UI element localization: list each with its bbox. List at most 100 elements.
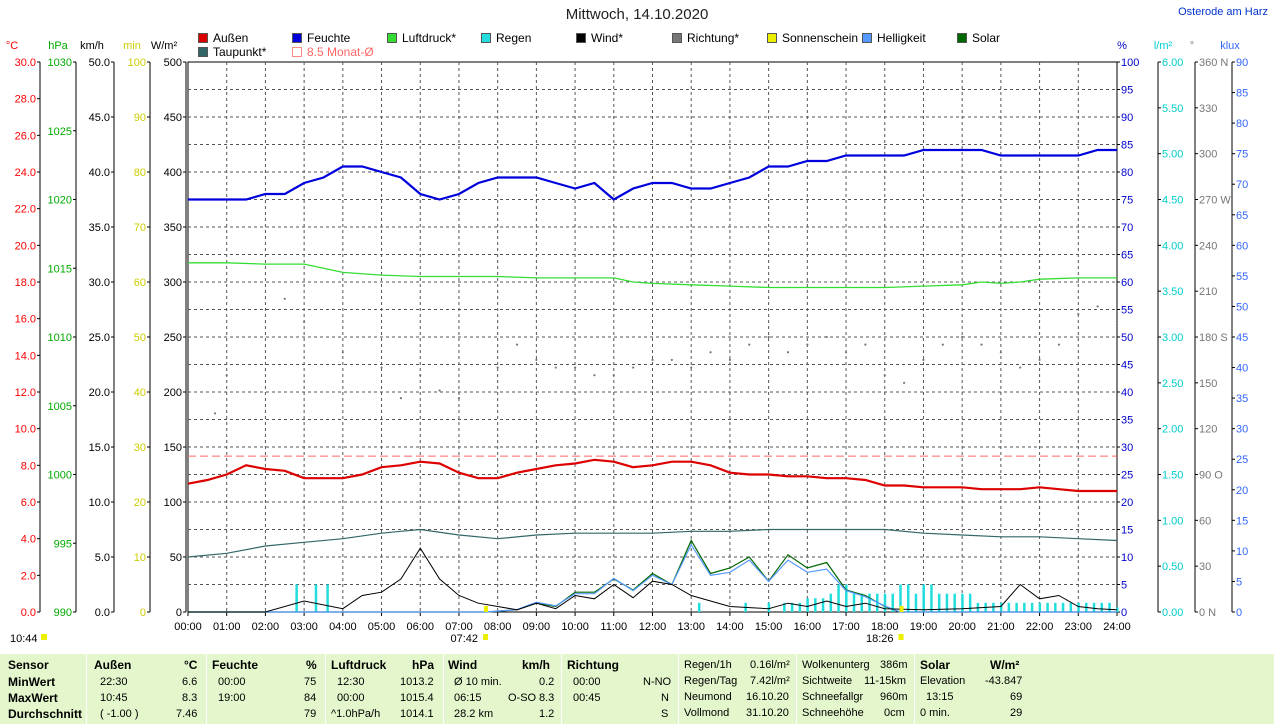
direction-point bbox=[213, 412, 217, 415]
legend-item-sonnenschein[interactable]: Sonnenschein bbox=[767, 31, 858, 45]
y-tick-label: 180 S bbox=[1199, 332, 1228, 344]
direction-point bbox=[554, 366, 557, 369]
legend-item-aussen[interactable]: Außen bbox=[198, 31, 248, 45]
y-tick-label: 995 bbox=[54, 538, 72, 550]
sichtweite-value: 11-15km bbox=[864, 675, 906, 687]
y-tick-label: 4.00 bbox=[1162, 240, 1183, 252]
y-tick-label: 20 bbox=[134, 497, 146, 509]
y-tick-label: 3.50 bbox=[1162, 286, 1183, 298]
x-tick-label: 05:00 bbox=[368, 621, 396, 633]
legend-item-solar[interactable]: Solar bbox=[957, 31, 1000, 45]
chart-title: Mittwoch, 14.10.2020 bbox=[565, 6, 709, 23]
direction-point bbox=[651, 358, 654, 362]
luftdruck-max: 1015.4 bbox=[400, 692, 434, 704]
y-tick-label: 0 bbox=[1236, 607, 1242, 619]
y-tick-label: 2.00 bbox=[1162, 424, 1183, 436]
rain-bar bbox=[899, 584, 902, 612]
wind-unit: km/h bbox=[522, 658, 551, 672]
luftdruck-trend: ^1.0hPa/h bbox=[331, 708, 381, 720]
rain-bar bbox=[821, 598, 825, 612]
richtung-min: N-NO bbox=[643, 676, 672, 688]
y-tick-label: 100 bbox=[128, 57, 146, 69]
x-tick-label: 00:00 bbox=[174, 621, 202, 633]
rain-bar bbox=[1030, 602, 1034, 612]
legend-label: Regen bbox=[496, 31, 532, 45]
y-tick-label: 330 bbox=[1199, 103, 1217, 115]
elevation-value: -43.847 bbox=[985, 675, 1023, 687]
y-tick-label: 5.50 bbox=[1162, 103, 1183, 115]
rain-bar bbox=[860, 593, 864, 612]
y-tick-label: 60 bbox=[134, 277, 146, 289]
direction-point bbox=[786, 351, 790, 354]
y-tick-label: 25 bbox=[1121, 470, 1133, 482]
direction-point bbox=[748, 343, 751, 346]
legend-label: Außen bbox=[213, 31, 249, 45]
legend-item-taupunkt[interactable]: Taupunkt* bbox=[198, 45, 266, 59]
y-tick-label: 12.0 bbox=[15, 387, 36, 399]
x-tick-label: 04:00 bbox=[329, 621, 357, 633]
y-tick-label: 35 bbox=[1121, 415, 1133, 427]
rain-bar bbox=[1069, 602, 1073, 612]
y-axis-unit: W/m² bbox=[151, 40, 178, 52]
direction-point bbox=[999, 351, 1002, 354]
row-label-avg: Durchschnitt bbox=[8, 707, 83, 721]
rain-bar bbox=[1108, 602, 1111, 612]
y-tick-label: 50 bbox=[134, 332, 146, 344]
y-tick-label: 300 bbox=[1199, 149, 1217, 161]
y-tick-label: 30 bbox=[1121, 442, 1133, 454]
legend-item-feuchte[interactable]: Feuchte bbox=[292, 31, 350, 45]
row-label-sensor: Sensor bbox=[8, 658, 49, 672]
schneefallgr-value: 960m bbox=[880, 691, 908, 703]
legend-item-helligkeit[interactable]: Helligkeit bbox=[862, 31, 926, 45]
legend-item-wind[interactable]: Wind* bbox=[576, 31, 623, 45]
richtung-max: N bbox=[661, 692, 669, 704]
y-tick-label: 20 bbox=[1236, 485, 1248, 497]
y-tick-label: 8.0 bbox=[21, 460, 36, 472]
y-tick-label: 30 bbox=[1199, 561, 1211, 573]
elevation-label: Elevation bbox=[920, 675, 966, 687]
legend-item-luftdruck[interactable]: Luftdruck* bbox=[387, 31, 456, 45]
x-tick-label: 14:00 bbox=[716, 621, 744, 633]
legend-item-monthly-avg[interactable]: 8.5 Monat-Ø bbox=[292, 45, 374, 59]
sunshine-duration: 0 min. bbox=[920, 707, 950, 719]
y-tick-label: 0 bbox=[1121, 607, 1127, 619]
series-line-außen bbox=[187, 458, 1117, 493]
direction-point bbox=[303, 320, 306, 323]
y-tick-label: 0.0 bbox=[95, 607, 110, 619]
luftdruck-min: 1013.2 bbox=[400, 676, 434, 688]
sichtweite-label: Sichtweite bbox=[802, 675, 853, 687]
legend-item-regen[interactable]: Regen bbox=[481, 31, 531, 45]
aussen-unit: °C bbox=[184, 658, 198, 672]
y-axis-unit: °C bbox=[6, 40, 18, 52]
y-tick-label: 1030 bbox=[48, 57, 72, 69]
y-tick-label: 4.0 bbox=[21, 534, 36, 546]
legend-label: Sonnenschein bbox=[782, 31, 859, 45]
x-tick-label: 16:00 bbox=[794, 621, 822, 633]
y-tick-label: 1005 bbox=[48, 401, 72, 413]
rain-bar bbox=[961, 593, 964, 612]
y-tick-label: 80 bbox=[134, 167, 146, 179]
y-tick-label: 10 bbox=[1236, 546, 1248, 558]
direction-point bbox=[593, 374, 596, 377]
y-tick-label: 90 bbox=[1236, 57, 1248, 69]
y-tick-label: 0.00 bbox=[1162, 607, 1183, 619]
x-tick-label: 02:00 bbox=[252, 621, 280, 633]
y-tick-label: 250 bbox=[164, 332, 182, 344]
wind-distance: 28.2 km bbox=[454, 708, 494, 720]
legend-label: 8.5 Monat-Ø bbox=[307, 45, 374, 59]
y-tick-label: 0.0 bbox=[21, 607, 36, 619]
legend-swatch bbox=[576, 33, 586, 43]
y-tick-label: 30.0 bbox=[15, 57, 36, 69]
y-axis-unit: hPa bbox=[48, 40, 68, 52]
y-tick-label: 10.0 bbox=[15, 424, 36, 436]
x-tick-label: 19:00 bbox=[910, 621, 938, 633]
x-tick-label: 21:00 bbox=[987, 621, 1015, 633]
aussen-max: 8.3 bbox=[182, 692, 198, 704]
y-tick-label: 10 bbox=[134, 552, 146, 564]
legend-item-richtung[interactable]: Richtung* bbox=[672, 31, 739, 45]
direction-point bbox=[225, 374, 228, 377]
daylength-label: 10:44 bbox=[10, 633, 38, 645]
x-tick-label: 08:00 bbox=[484, 621, 512, 633]
y-tick-label: 15.0 bbox=[89, 442, 110, 454]
wind-max-time: 06:15 bbox=[454, 692, 482, 704]
